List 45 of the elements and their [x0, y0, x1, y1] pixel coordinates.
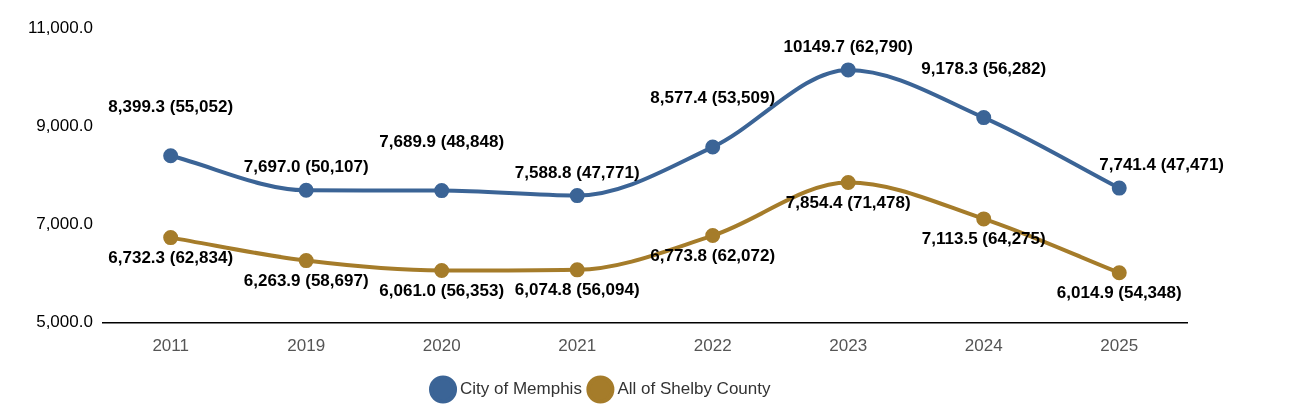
point — [840, 62, 856, 78]
y-tick-label: 9,000.0 — [36, 116, 93, 136]
data-label: 8,399.3 (55,052) — [108, 97, 234, 116]
data-label: 6,773.8 (62,072) — [650, 245, 776, 265]
point — [434, 183, 450, 199]
x-tick-label: 2025 — [1100, 336, 1139, 356]
y-tick-label: 5,000.0 — [36, 312, 93, 332]
x-tick-label: 2023 — [829, 336, 868, 356]
x-tick-label: 2021 — [558, 336, 597, 356]
point — [298, 253, 314, 269]
data-label: 6,263.9 (58,697) — [243, 270, 369, 290]
x-tick-label: 2011 — [152, 336, 189, 356]
data-label: 8,577.4 (53,509) — [650, 88, 776, 108]
point — [298, 182, 314, 198]
x-tick-label: 2020 — [422, 336, 461, 356]
point — [1111, 265, 1127, 281]
point — [569, 188, 585, 204]
data-label: 7,854.4 (71,478) — [785, 192, 911, 212]
point — [163, 148, 179, 164]
legend-label: City of Memphis — [460, 379, 582, 399]
y-tick-label: 7,000.0 — [36, 214, 93, 234]
point — [163, 230, 179, 246]
x-tick-label: 2022 — [693, 336, 732, 356]
point — [976, 211, 992, 227]
data-label: 7,588.8 (47,771) — [514, 162, 640, 182]
data-label: 6,732.3 (62,834) — [108, 247, 234, 267]
point — [569, 262, 585, 278]
x-tick-label: 2019 — [287, 336, 326, 356]
point — [976, 110, 992, 126]
data-label: 7,741.4 (47,471) — [1099, 155, 1225, 175]
data-label: 7,697.0 (50,107) — [243, 157, 369, 177]
x-tick-label: 2024 — [964, 336, 1003, 356]
data-label: 7,689.9 (48,848) — [379, 131, 505, 151]
point — [840, 175, 856, 191]
data-label: 6,074.8 (56,094) — [514, 280, 640, 300]
legend-label: All of Shelby County — [617, 379, 771, 399]
point — [705, 228, 721, 244]
data-label: 10149.7 (62,790) — [783, 37, 913, 57]
point — [705, 139, 721, 155]
data-label: 9,178.3 (56,282) — [921, 58, 1047, 78]
y-tick-label: 11,000.0 — [27, 17, 93, 37]
point — [1111, 180, 1127, 196]
point — [434, 263, 450, 279]
data-label: 6,061.0 (56,353) — [379, 280, 505, 300]
data-label: 6,014.9 (54,348) — [1056, 282, 1182, 302]
